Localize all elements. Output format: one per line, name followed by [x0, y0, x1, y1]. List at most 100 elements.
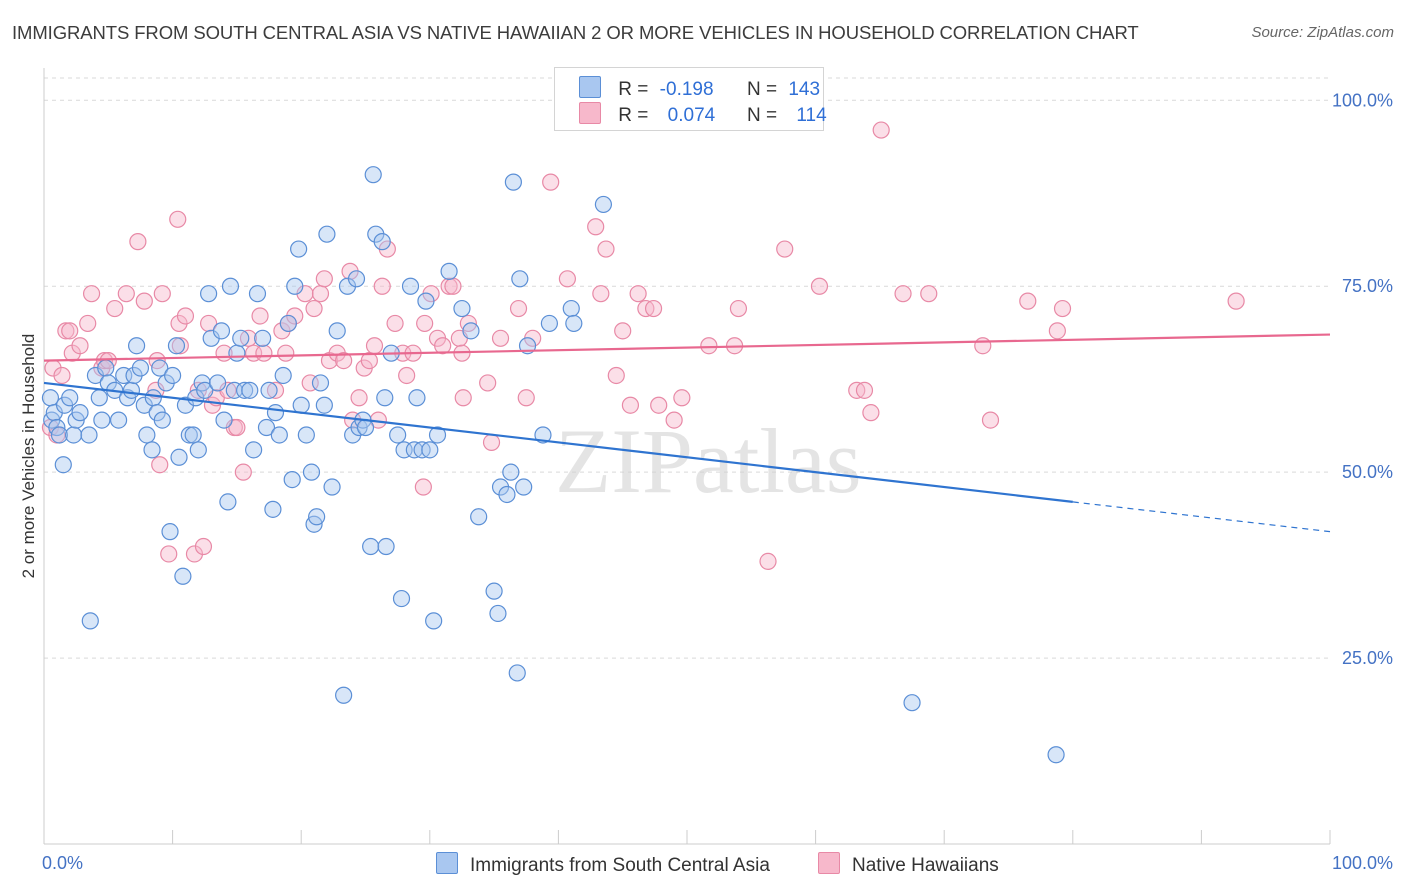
data-point: [729, 299, 748, 318]
data-point: [565, 314, 583, 333]
bottom-legend-label-blue: Immigrants from South Central Asia: [470, 855, 770, 876]
data-point: [209, 374, 227, 392]
data-point: [292, 396, 310, 414]
data-point: [129, 233, 147, 251]
data-point: [562, 299, 580, 318]
data-point: [629, 285, 647, 303]
data-point: [1019, 292, 1037, 310]
data-point: [200, 285, 218, 303]
y-tick-label: 50.0%: [1342, 462, 1393, 482]
data-point: [502, 463, 520, 481]
data-point: [810, 277, 829, 295]
data-point: [143, 441, 161, 459]
data-point: [362, 537, 380, 556]
data-point: [1048, 322, 1066, 340]
data-point: [470, 508, 488, 526]
data-point: [248, 285, 267, 303]
data-point: [117, 285, 135, 303]
data-point: [71, 404, 89, 422]
bottom-legend-swatch-blue: [436, 852, 458, 874]
legend-n-value: 114: [796, 105, 827, 126]
data-point: [232, 329, 250, 347]
legend-n-label: N =: [746, 79, 778, 100]
data-point: [264, 500, 282, 518]
data-point: [398, 366, 416, 385]
data-point: [131, 359, 150, 377]
data-point: [920, 285, 938, 303]
data-point: [169, 210, 187, 228]
data-point: [90, 389, 108, 407]
data-point: [323, 478, 341, 496]
data-point: [373, 277, 391, 295]
data-point: [135, 292, 153, 310]
data-point: [425, 612, 443, 630]
data-point: [479, 374, 497, 392]
data-point: [151, 359, 169, 377]
data-point: [508, 664, 526, 682]
grid-lines: [44, 77, 1330, 659]
data-point: [41, 389, 60, 407]
data-point: [257, 418, 276, 437]
source-label: Source: ZipAtlas.com: [1251, 24, 1394, 41]
data-point: [109, 411, 128, 429]
data-point: [71, 337, 89, 355]
data-point: [283, 470, 301, 489]
data-point: [279, 314, 297, 333]
data-point: [311, 374, 330, 392]
data-point: [221, 277, 240, 295]
data-point: [621, 396, 640, 414]
legend-n-value: 143: [788, 79, 821, 100]
data-point: [328, 322, 346, 340]
data-point: [414, 478, 432, 496]
data-point: [644, 299, 663, 318]
bottom-legend-pink: Native Hawaiians: [818, 852, 999, 877]
trend-lines: [43, 333, 1331, 533]
data-point: [236, 381, 254, 399]
data-point: [64, 426, 83, 444]
data-point: [1227, 292, 1245, 310]
data-point: [428, 426, 447, 444]
data-point: [440, 262, 458, 280]
data-point: [57, 322, 75, 340]
data-point: [542, 173, 560, 191]
data-point: [194, 537, 213, 556]
data-point: [597, 240, 615, 258]
trend-line-pink: [43, 333, 1331, 362]
data-point: [759, 552, 777, 570]
y-axis-title: 2 or more Vehicles in Household: [19, 334, 38, 579]
data-point: [50, 426, 69, 444]
data-point: [200, 314, 218, 333]
data-point: [440, 277, 458, 295]
legend: R = -0.198 N = 143 R = 0.074 N = 114: [554, 67, 827, 131]
data-point: [311, 285, 330, 303]
chart-title: IMMIGRANTS FROM SOUTH CENTRAL ASIA VS NA…: [12, 22, 1139, 43]
data-point: [170, 448, 188, 466]
data-point: [305, 299, 323, 318]
data-point: [592, 285, 610, 303]
data-point: [534, 426, 552, 444]
data-point: [453, 299, 471, 318]
data-point: [872, 121, 890, 139]
x-tick-label-start: 0.0%: [42, 853, 83, 873]
data-point: [376, 389, 394, 407]
data-point: [454, 389, 472, 407]
data-point: [614, 322, 632, 340]
data-point: [389, 426, 407, 444]
data-point: [290, 240, 308, 258]
data-point: [776, 240, 794, 258]
data-point: [274, 366, 292, 385]
data-point: [167, 337, 186, 355]
data-point: [228, 344, 246, 362]
legend-r-value: 0.074: [667, 105, 716, 126]
y-tick-label: 100.0%: [1332, 90, 1393, 110]
data-point: [176, 307, 195, 325]
data-point: [509, 299, 528, 318]
data-point: [308, 508, 326, 526]
data-point: [862, 404, 880, 422]
data-point: [1053, 299, 1072, 318]
data-point: [482, 433, 501, 452]
data-point: [245, 441, 263, 459]
data-point: [974, 337, 992, 355]
data-point: [462, 322, 480, 340]
data-point: [434, 337, 452, 355]
